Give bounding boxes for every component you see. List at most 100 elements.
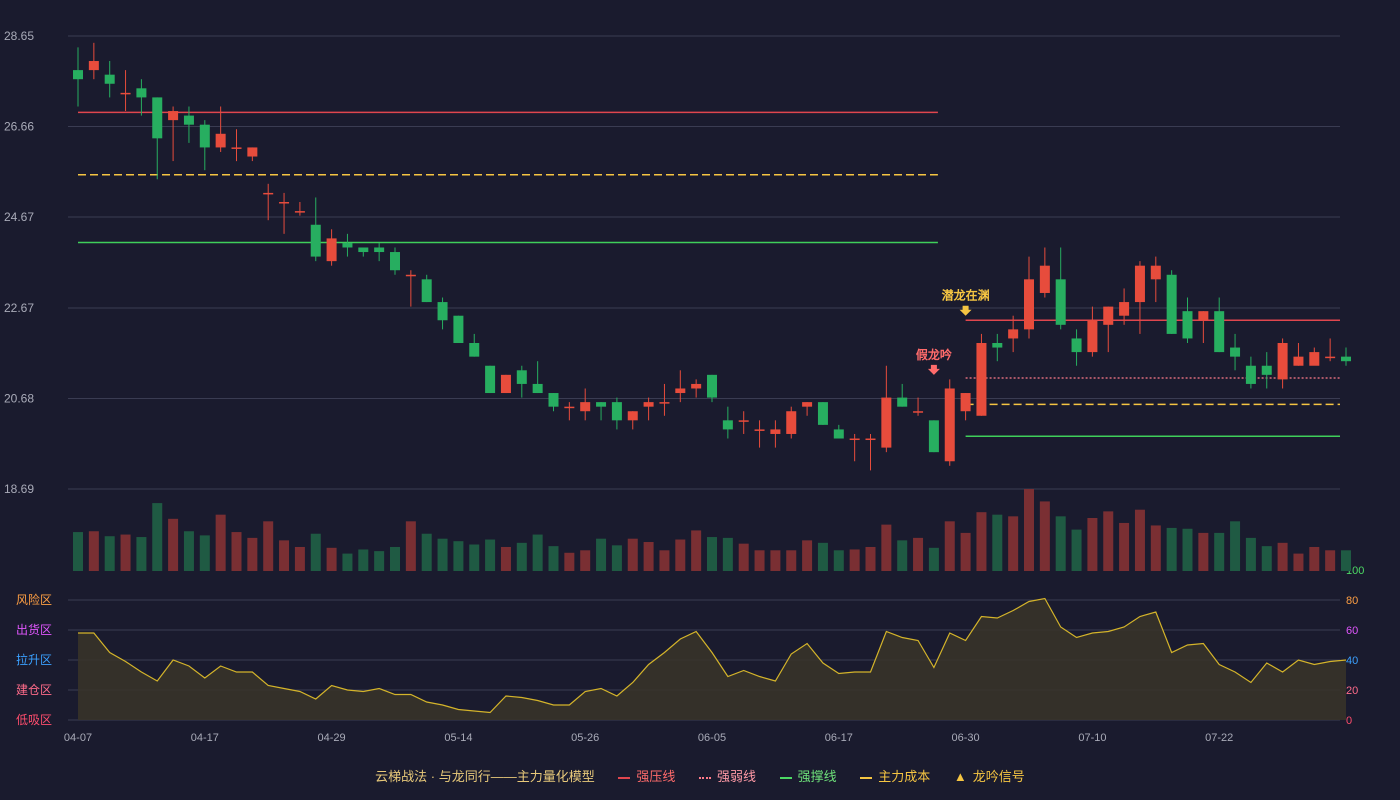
candle-body — [453, 315, 464, 344]
volume-bar — [1055, 516, 1066, 571]
candle-body — [1024, 279, 1034, 330]
candle-body — [580, 402, 591, 412]
legend-item-pressure[interactable]: 强压线 — [618, 766, 675, 785]
volume-bar — [1198, 532, 1209, 571]
volume-bar — [786, 550, 797, 571]
x-tick-label: 05-26 — [571, 732, 599, 744]
legend-signal-marker: ▲ — [953, 769, 967, 784]
volume-bar — [833, 550, 844, 571]
candle-body — [120, 92, 131, 95]
volume-bar — [136, 537, 147, 571]
candle-body — [532, 383, 543, 394]
volume-bar — [104, 536, 115, 571]
volume-bar — [374, 551, 385, 571]
legend-signal-label: 龙吟信号 — [972, 769, 1025, 784]
volume-bar — [263, 521, 274, 571]
candle-body — [342, 242, 353, 248]
legend-item-cost[interactable]: 主力成本 — [860, 766, 930, 785]
volume-bar — [358, 549, 369, 571]
volume-bar — [199, 535, 210, 571]
volume-bar — [817, 542, 828, 571]
x-tick-label: 06-30 — [952, 732, 980, 744]
candle-body — [247, 147, 258, 157]
legend-pressure-marker — [618, 776, 631, 779]
candle-body — [564, 406, 575, 409]
candle-body — [1309, 352, 1320, 366]
candle-body — [849, 438, 860, 441]
volume-bar — [500, 546, 511, 571]
candle-body — [802, 402, 813, 407]
x-tick-label: 07-10 — [1078, 732, 1106, 744]
indicator-tick-label: 0 — [1346, 715, 1352, 727]
volume-bar — [992, 514, 1003, 571]
indicator-area — [78, 598, 1346, 720]
volume-bar — [691, 530, 702, 571]
volume-bar — [754, 550, 765, 571]
candle-body — [168, 111, 179, 121]
candle-body — [770, 429, 781, 434]
candle-body — [643, 402, 654, 407]
candle-body — [437, 302, 448, 321]
candle-body — [73, 70, 83, 80]
legend-support-marker — [779, 776, 792, 779]
volume-bar — [1134, 509, 1145, 571]
legend-item-signal[interactable]: ▲ 龙吟信号 — [954, 766, 1025, 785]
candle-body — [1134, 265, 1145, 303]
volume-bar — [516, 542, 527, 571]
volume-bar — [960, 532, 971, 571]
volume-bar — [976, 512, 987, 571]
volume-bar — [120, 534, 131, 571]
candle-body — [294, 211, 305, 213]
candle-body — [1087, 320, 1098, 353]
candle-body — [516, 370, 527, 384]
legend-support-label: 强撑线 — [797, 769, 837, 784]
volume-bar — [342, 553, 353, 571]
legend-weak-label: 强弱线 — [717, 769, 757, 784]
volume-bar — [944, 521, 955, 571]
volume-bar — [247, 537, 258, 571]
volume-bar — [675, 539, 686, 571]
volume-bar — [564, 552, 575, 571]
volume-bar — [390, 546, 400, 571]
candle-body — [374, 247, 385, 253]
candle-body — [405, 274, 416, 277]
volume-bar — [897, 540, 908, 571]
legend-item-weak[interactable]: 强弱线 — [699, 766, 756, 785]
signal-arrow-icon — [927, 364, 940, 375]
volume-bar — [1166, 527, 1177, 571]
volume-bar — [1245, 537, 1256, 571]
volume-bar — [1071, 529, 1082, 571]
candle-body — [469, 343, 480, 357]
candle-body — [738, 420, 749, 422]
volume-bar — [532, 534, 543, 571]
candle-body — [1071, 338, 1082, 353]
volume-bar — [168, 518, 179, 571]
zone-label: 风险区 — [16, 592, 52, 607]
volume-bar — [1024, 489, 1034, 571]
indicator-tick-label: 80 — [1346, 595, 1358, 607]
legend-item-support[interactable]: 强撑线 — [779, 766, 837, 785]
price-tick-label: 26.66 — [4, 120, 34, 134]
volume-bar — [1103, 511, 1114, 571]
volume-bar — [73, 532, 83, 571]
candle-body — [913, 411, 924, 413]
volume-bar — [643, 542, 654, 571]
candle-body — [881, 397, 892, 448]
legend-title: 云梯战法 · 与龙同行——主力量化模型 — [375, 769, 595, 784]
candle-body — [215, 133, 226, 148]
volume-bar — [659, 550, 670, 571]
indicator-line — [78, 597, 1347, 714]
candle-body — [152, 97, 163, 139]
candle-body — [659, 402, 670, 404]
candle-body — [1261, 365, 1272, 375]
candle-body — [390, 252, 400, 271]
candle-body — [310, 224, 321, 257]
candle-body — [104, 74, 115, 84]
candle-body — [358, 247, 369, 253]
candlestick-chart: 28.6526.6624.6722.6720.6818.691008060402… — [4, 29, 1364, 744]
x-tick-label: 06-05 — [698, 732, 726, 744]
volume-bar — [865, 546, 876, 571]
volume-bar — [738, 543, 749, 571]
candle-body — [944, 388, 955, 462]
volume-bar — [1325, 550, 1336, 571]
